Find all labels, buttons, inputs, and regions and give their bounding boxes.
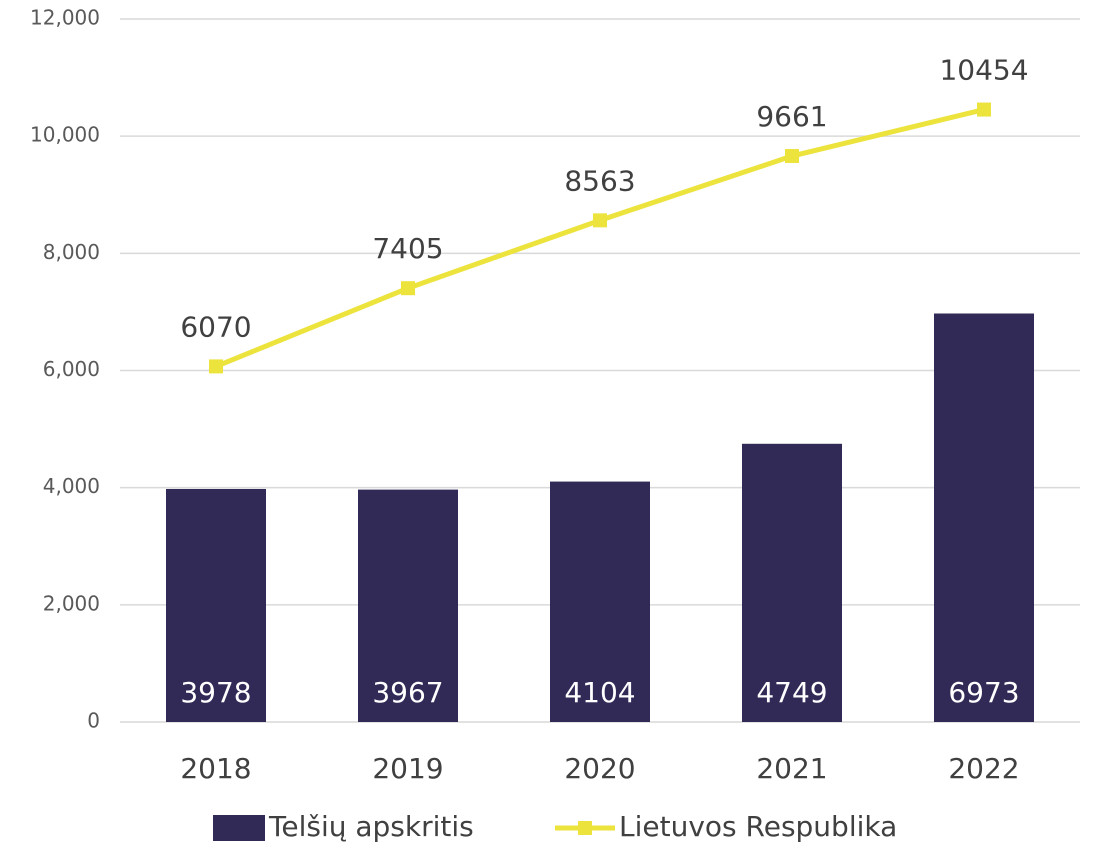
y-tick-label: 6,000 (43, 357, 100, 381)
marker (209, 359, 223, 374)
bar (934, 313, 1034, 722)
data-label: 6070 (180, 310, 251, 343)
x-tick-label: 2018 (180, 752, 251, 785)
y-tick-label: 10,000 (30, 123, 100, 147)
bar (166, 488, 266, 722)
legend-swatch (213, 815, 265, 841)
y-tick-label: 8,000 (43, 240, 100, 264)
data-label: 3978 (180, 676, 251, 709)
marker (977, 102, 991, 117)
marker (593, 213, 607, 228)
marker (401, 281, 415, 296)
bar (742, 443, 842, 722)
y-tick-label: 12,000 (30, 6, 100, 30)
legend-label: Telšių apskritis (268, 810, 474, 843)
line (215, 107, 985, 369)
x-tick-label: 2022 (948, 752, 1019, 785)
y-tick-label: 2,000 (43, 591, 100, 615)
data-label: 6973 (948, 676, 1019, 709)
data-label: 4104 (564, 676, 635, 709)
x-tick-label: 2021 (756, 752, 827, 785)
data-label: 4749 (756, 676, 827, 709)
data-label: 8563 (564, 164, 635, 197)
y-tick-label: 0 (87, 709, 100, 733)
bar (550, 481, 650, 722)
x-tick-label: 2020 (564, 752, 635, 785)
data-label: 7405 (372, 232, 443, 265)
data-label: 3967 (372, 676, 443, 709)
bar (358, 489, 458, 722)
legend-marker (578, 821, 592, 835)
marker (785, 149, 799, 164)
data-label: 10454 (939, 54, 1028, 87)
y-tick-label: 4,000 (43, 474, 100, 498)
legend-label: Lietuvos Respublika (619, 810, 897, 843)
data-label: 9661 (756, 100, 827, 133)
x-tick-label: 2019 (372, 752, 443, 785)
